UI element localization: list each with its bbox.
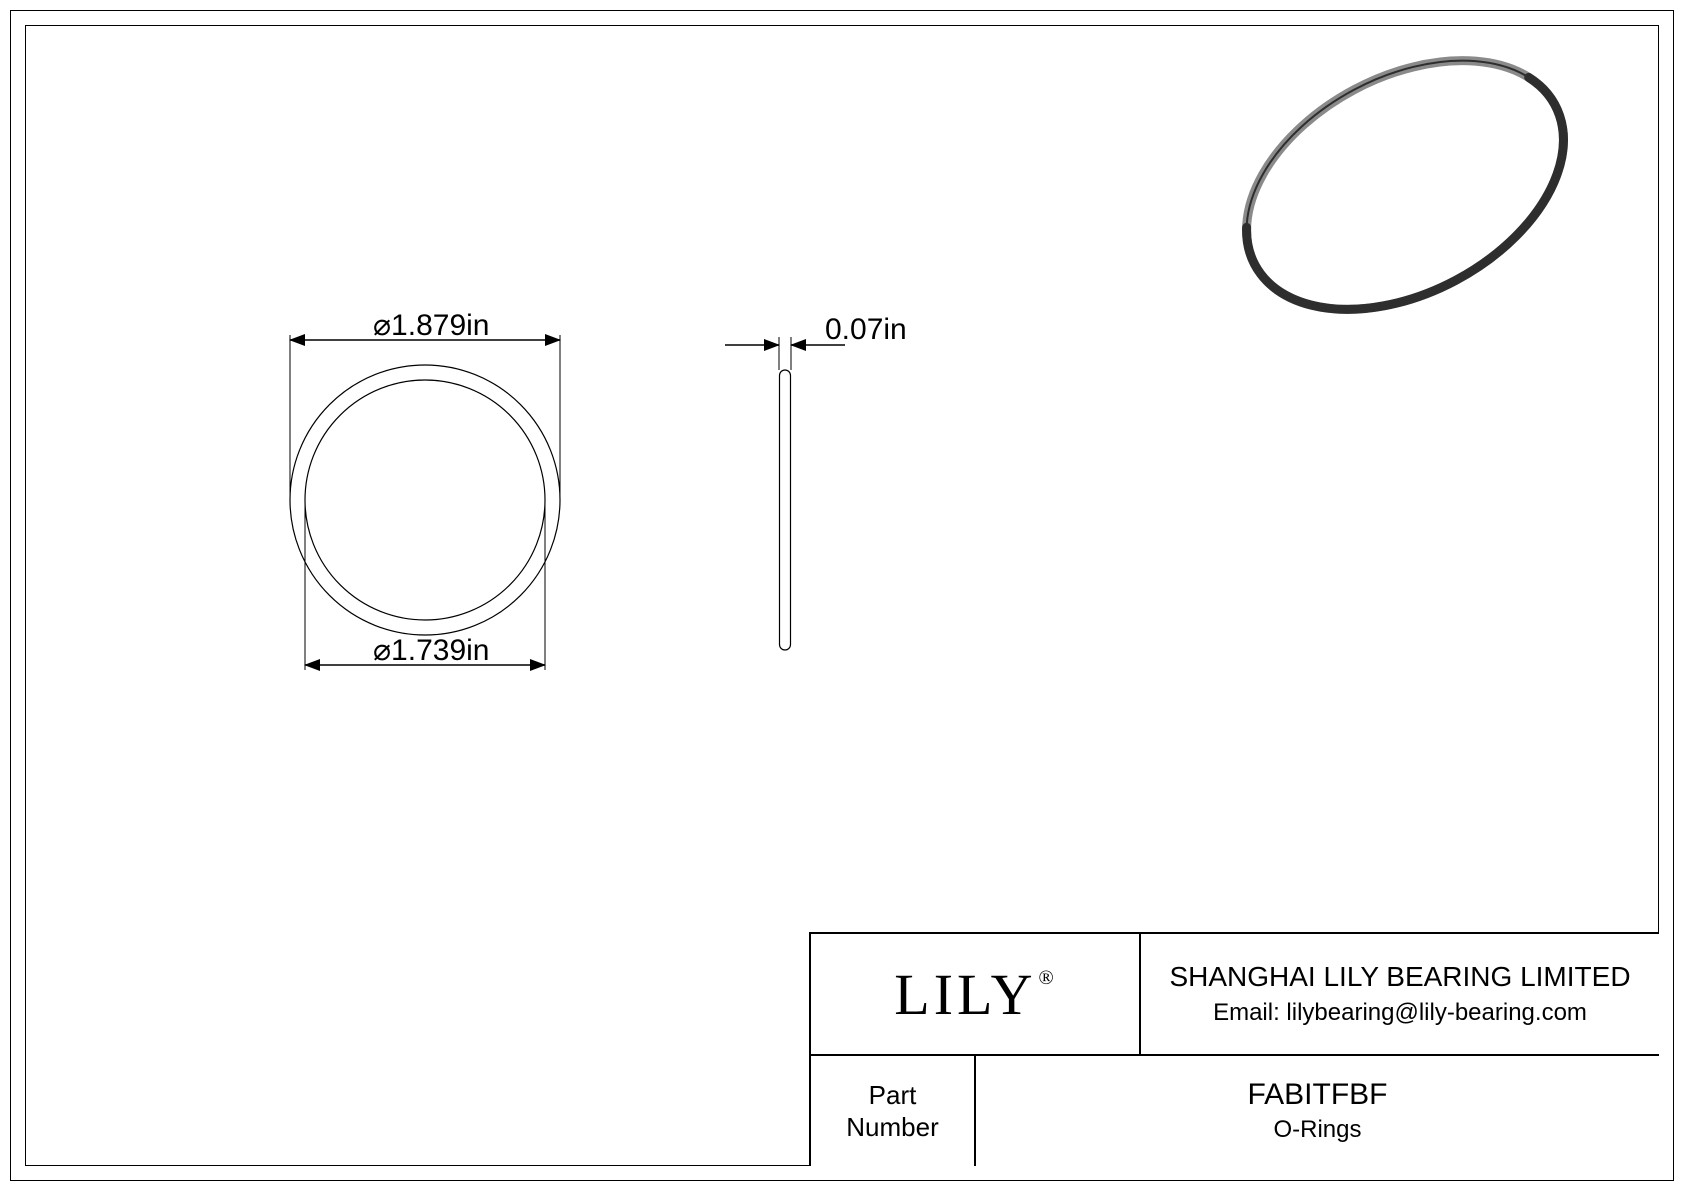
inner-diameter-label: ⌀1.739in [373, 633, 489, 668]
title-block-row-company: LILY® SHANGHAI LILY BEARING LIMITED Emai… [811, 934, 1659, 1056]
part-number-label-line2: Number [846, 1111, 938, 1144]
company-info-cell: SHANGHAI LILY BEARING LIMITED Email: lil… [1141, 934, 1659, 1054]
part-number-label-cell: Part Number [811, 1056, 976, 1166]
logo-text: LILY [894, 962, 1036, 1027]
title-block-row-part: Part Number FABITFBF O-Rings [811, 1056, 1659, 1166]
part-number-label-line1: Part [869, 1079, 917, 1112]
logo-cell: LILY® [811, 934, 1141, 1054]
registered-trademark-icon: ® [1039, 967, 1058, 989]
title-block: LILY® SHANGHAI LILY BEARING LIMITED Emai… [809, 932, 1659, 1166]
dim-outer-diameter [290, 335, 560, 500]
side-view [725, 337, 845, 650]
outer-diameter-label: ⌀1.879in [373, 308, 489, 343]
cross-section-width-label: 0.07in [825, 313, 907, 347]
part-number-value-cell: FABITFBF O-Rings [976, 1056, 1659, 1166]
part-description: O-Rings [1273, 1116, 1361, 1144]
company-email: Email: lilybearing@lily-bearing.com [1213, 999, 1587, 1027]
drawing-area: ⌀1.879in ⌀1.739in 0.07in LILY® SHANGHAI … [25, 25, 1659, 1166]
front-view [290, 335, 560, 670]
company-logo: LILY® [894, 961, 1055, 1028]
isometric-view [1204, 10, 1606, 360]
part-number-value: FABITFBF [1247, 1078, 1387, 1112]
company-name: SHANGHAI LILY BEARING LIMITED [1169, 961, 1630, 993]
